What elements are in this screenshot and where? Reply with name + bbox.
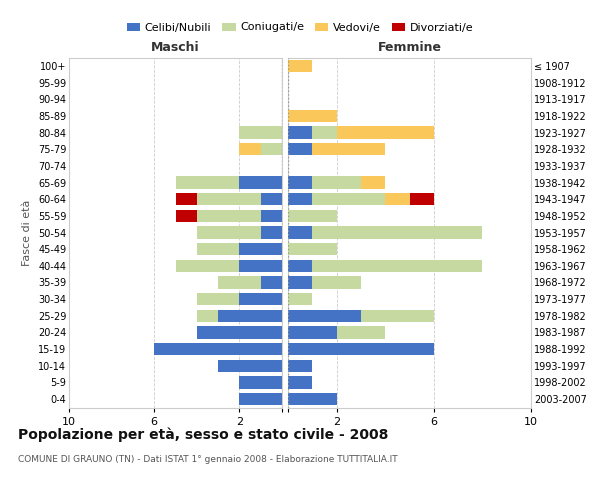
Bar bbox=[288, 310, 361, 322]
Bar bbox=[313, 126, 337, 139]
Bar bbox=[197, 243, 239, 256]
Bar bbox=[197, 293, 239, 306]
Bar bbox=[176, 260, 239, 272]
Title: Maschi: Maschi bbox=[151, 40, 200, 54]
Bar bbox=[239, 143, 260, 156]
Bar bbox=[337, 326, 385, 339]
Bar bbox=[197, 210, 260, 222]
Bar bbox=[361, 310, 434, 322]
Y-axis label: Fasce di età: Fasce di età bbox=[22, 200, 32, 266]
Bar bbox=[197, 310, 218, 322]
Bar bbox=[218, 360, 282, 372]
Bar bbox=[260, 143, 282, 156]
Bar bbox=[313, 260, 482, 272]
Bar bbox=[288, 343, 434, 355]
Bar bbox=[288, 376, 313, 389]
Bar bbox=[260, 276, 282, 289]
Bar bbox=[288, 60, 313, 72]
Bar bbox=[288, 143, 313, 156]
Text: COMUNE DI GRAUNO (TN) - Dati ISTAT 1° gennaio 2008 - Elaborazione TUTTITALIA.IT: COMUNE DI GRAUNO (TN) - Dati ISTAT 1° ge… bbox=[18, 455, 398, 464]
Bar bbox=[239, 376, 282, 389]
Bar bbox=[239, 176, 282, 189]
Bar bbox=[337, 126, 434, 139]
Bar bbox=[218, 310, 282, 322]
Bar bbox=[154, 343, 282, 355]
Bar bbox=[260, 210, 282, 222]
Bar bbox=[313, 143, 385, 156]
Bar bbox=[239, 393, 282, 406]
Bar bbox=[288, 326, 337, 339]
Bar bbox=[409, 193, 434, 205]
Bar bbox=[288, 260, 313, 272]
Bar bbox=[288, 176, 313, 189]
Bar bbox=[260, 226, 282, 239]
Bar bbox=[239, 293, 282, 306]
Bar bbox=[288, 226, 313, 239]
Bar bbox=[313, 276, 361, 289]
Bar bbox=[197, 326, 282, 339]
Legend: Celibi/Nubili, Coniugati/e, Vedovi/e, Divorziati/e: Celibi/Nubili, Coniugati/e, Vedovi/e, Di… bbox=[127, 22, 473, 32]
Text: Popolazione per età, sesso e stato civile - 2008: Popolazione per età, sesso e stato civil… bbox=[18, 428, 388, 442]
Bar bbox=[288, 126, 313, 139]
Bar bbox=[288, 210, 337, 222]
Bar bbox=[218, 276, 260, 289]
Bar bbox=[197, 226, 260, 239]
Bar bbox=[288, 193, 313, 205]
Bar bbox=[176, 176, 239, 189]
Bar bbox=[176, 210, 197, 222]
Bar bbox=[313, 226, 482, 239]
Bar bbox=[313, 193, 385, 205]
Bar bbox=[176, 193, 197, 205]
Bar bbox=[288, 110, 337, 122]
Bar bbox=[361, 176, 385, 189]
Bar bbox=[288, 276, 313, 289]
Bar bbox=[239, 260, 282, 272]
Title: Femmine: Femmine bbox=[377, 40, 442, 54]
Bar bbox=[197, 193, 260, 205]
Bar bbox=[288, 393, 337, 406]
Bar bbox=[288, 293, 313, 306]
Bar bbox=[385, 193, 409, 205]
Bar bbox=[260, 193, 282, 205]
Bar bbox=[239, 243, 282, 256]
Bar bbox=[239, 126, 282, 139]
Bar bbox=[313, 176, 361, 189]
Bar bbox=[288, 360, 313, 372]
Bar bbox=[288, 243, 337, 256]
